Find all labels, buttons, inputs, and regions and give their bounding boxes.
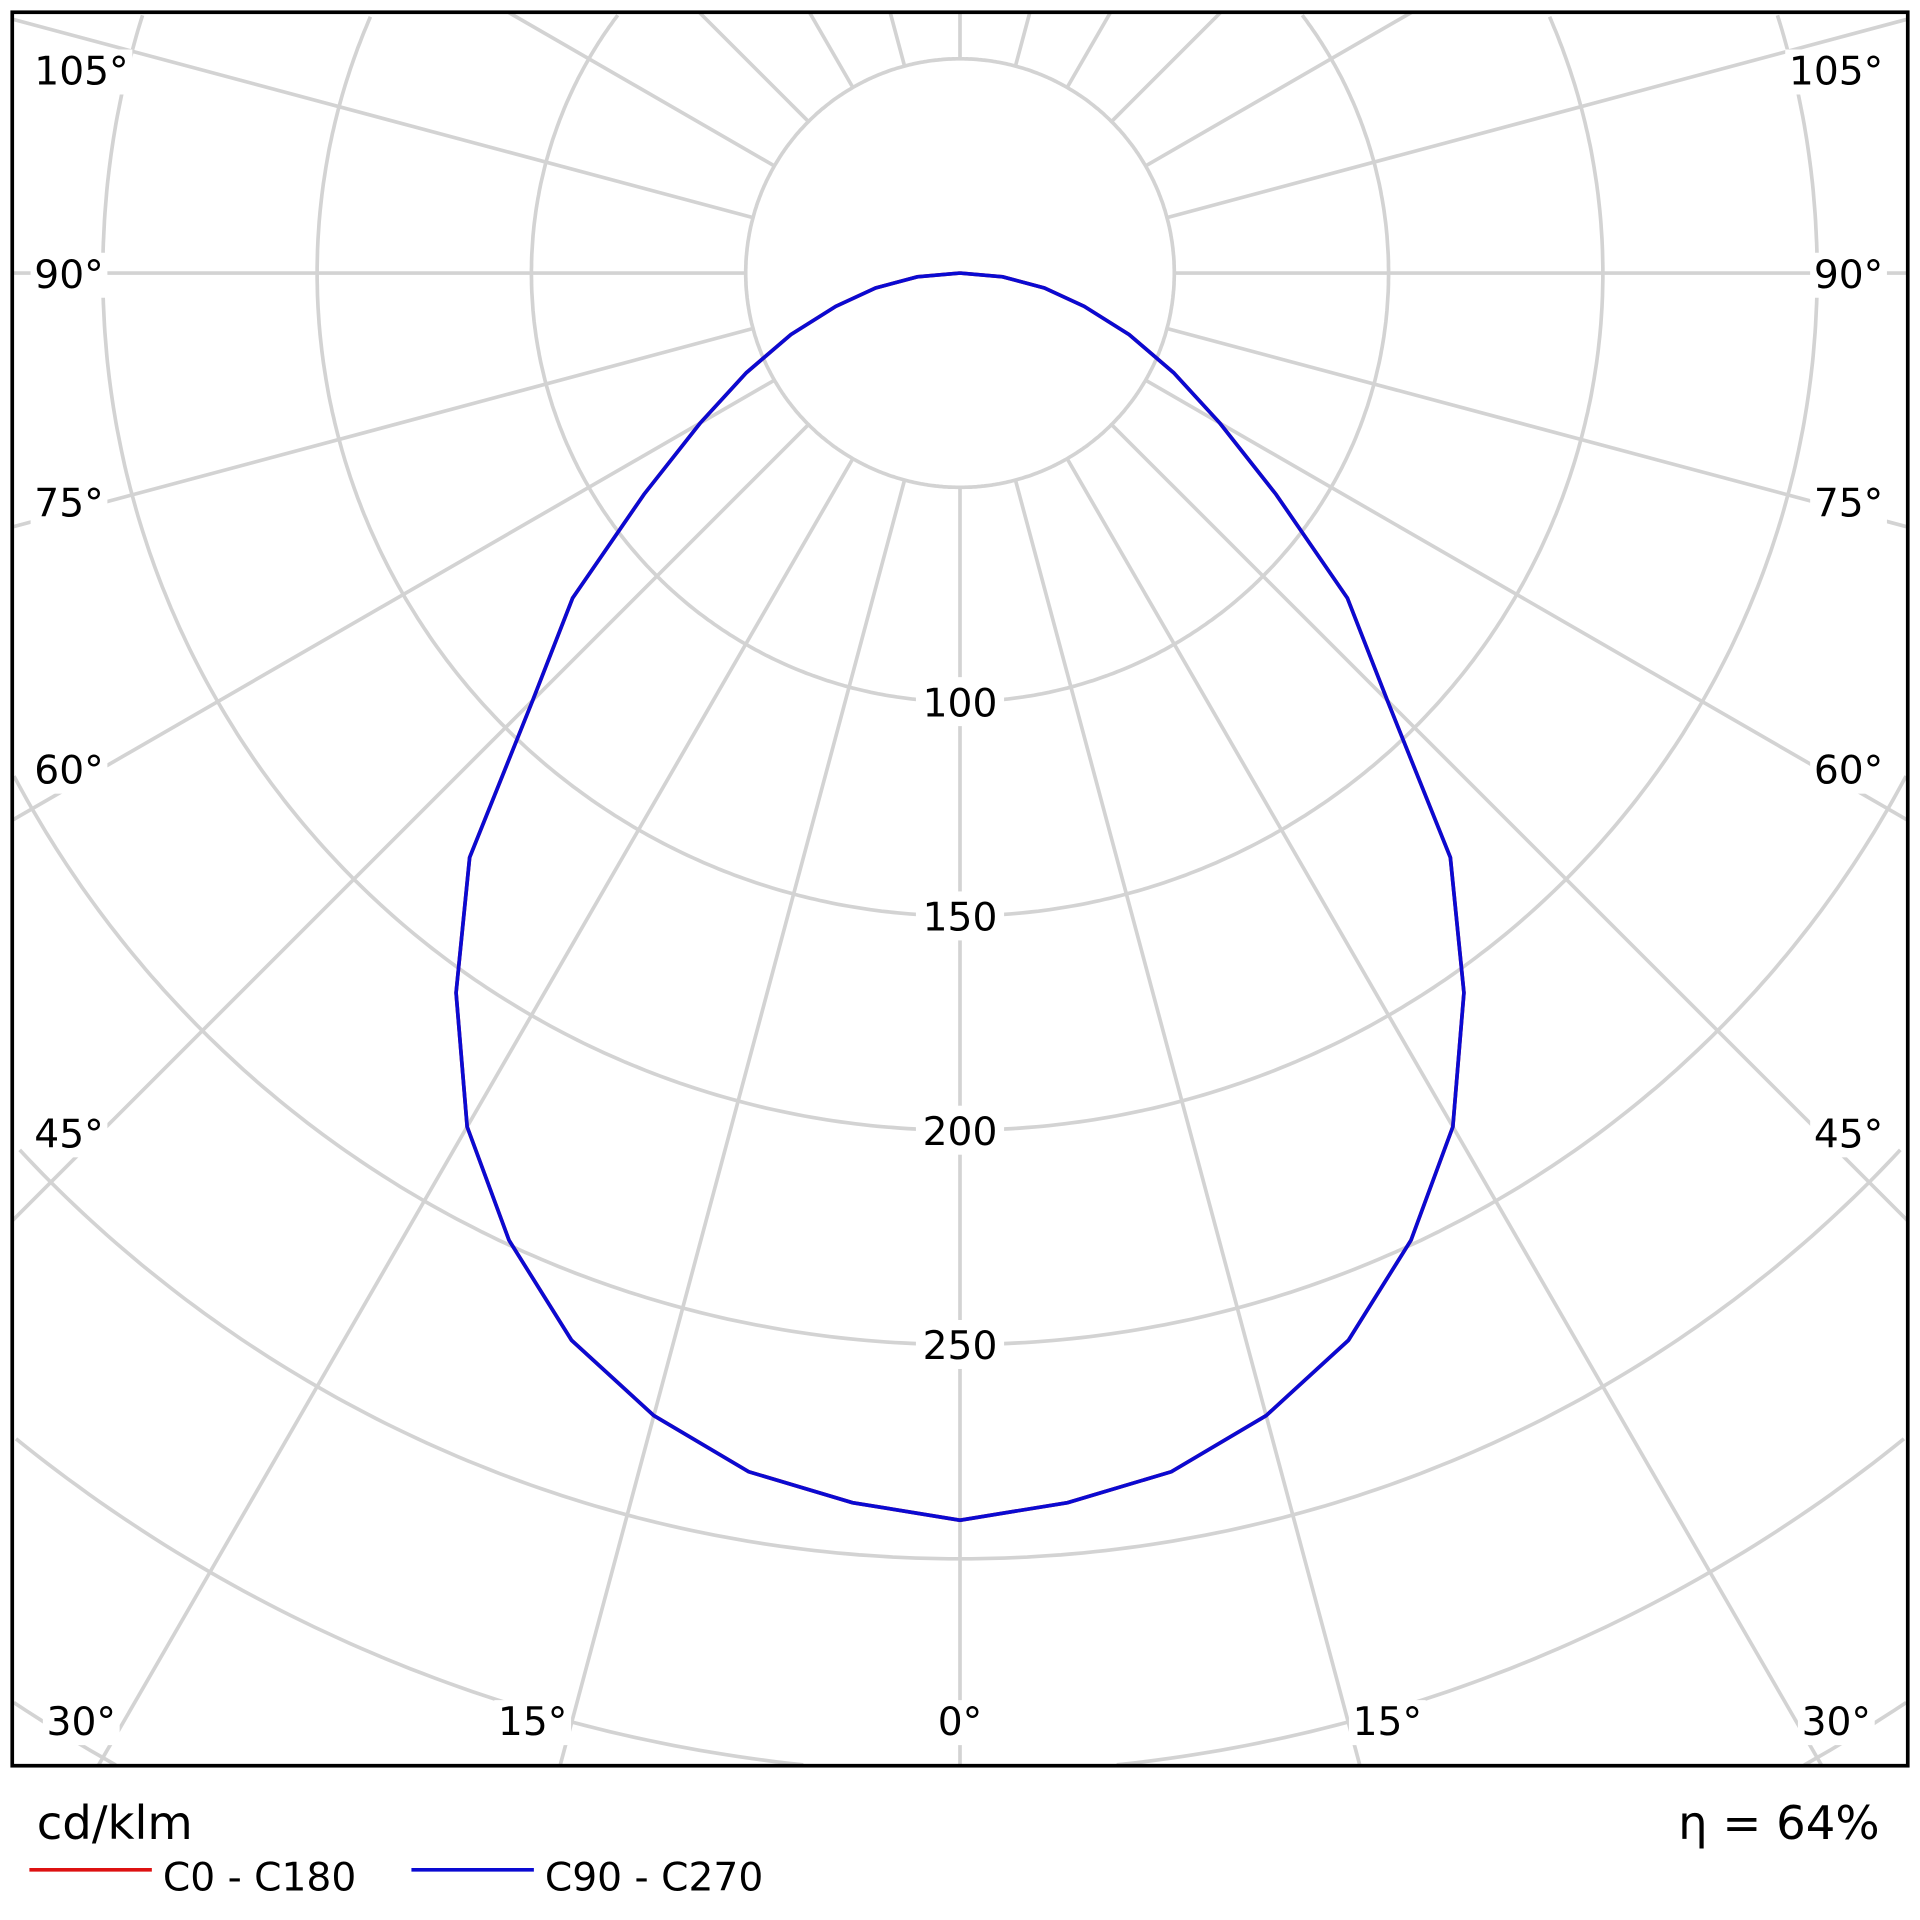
radial-gridline <box>558 479 907 1767</box>
angle-label-bg <box>30 1112 108 1158</box>
radial-gridline <box>11 378 776 822</box>
angle-label-bg <box>30 252 108 298</box>
angle-label-bg <box>1810 1112 1887 1158</box>
circle-gridline <box>743 56 1177 490</box>
angle-label: 15° <box>498 1700 567 1745</box>
angle-label-bg <box>1810 748 1887 794</box>
legend-label-c90: C90 - C270 <box>545 1856 763 1901</box>
radial-gridline <box>1065 457 1824 1767</box>
angle-label-bg <box>1348 1700 1426 1746</box>
angle-label: 45° <box>34 1112 103 1157</box>
angle-label-bg <box>1810 252 1887 298</box>
angle-label: 60° <box>34 749 103 794</box>
radial-gridline <box>888 11 907 67</box>
angle-label: 105° <box>34 49 128 94</box>
radial-tick-label: 200 <box>923 1110 998 1155</box>
angle-label-bg <box>30 49 133 95</box>
angle-label: 90° <box>34 253 103 298</box>
radial-gridline <box>1166 326 1909 529</box>
angle-label: 0° <box>938 1700 983 1745</box>
angle-label-bg <box>30 748 108 794</box>
angle-label: 30° <box>47 1700 116 1745</box>
radial-gridline <box>1144 378 1909 822</box>
angle-label-bg <box>42 1700 120 1746</box>
angle-label: 90° <box>1814 253 1883 298</box>
radial-gridline <box>10 423 810 1223</box>
curves <box>454 271 1466 1523</box>
angle-label: 75° <box>1814 482 1883 527</box>
circle-gridline <box>14 1437 804 1767</box>
radial-label-bg <box>915 891 1005 941</box>
angle-label-bg <box>494 1700 572 1746</box>
radial-label-bg <box>915 1105 1005 1155</box>
efficiency-label: η = 64% <box>1678 1796 1879 1850</box>
angle-label-bg <box>1810 481 1887 527</box>
radial-label-bg <box>915 677 1005 727</box>
radial-gridline <box>1013 11 1032 67</box>
circle-gridline <box>18 1148 1902 1561</box>
series-line-c90-c270 <box>454 271 1466 1523</box>
radial-label-bg <box>915 1320 1005 1369</box>
angle-label-bg <box>934 1700 986 1746</box>
angle-label-bg <box>1785 49 1887 95</box>
circle-gridline <box>1116 1437 1906 1767</box>
angle-label: 45° <box>1814 1112 1883 1157</box>
radial-gridline <box>507 10 776 168</box>
legend-label-c0: C0 - C180 <box>163 1856 356 1901</box>
radial-gridline <box>1166 17 1909 220</box>
legend: C0 - C180 C90 - C270 <box>29 1856 763 1901</box>
plot-frame <box>10 10 1910 1768</box>
radial-tick-label: 250 <box>923 1324 998 1369</box>
angle-label-bg <box>30 481 108 527</box>
radial-gridline <box>697 10 810 123</box>
radial-tick-label: 100 <box>923 681 998 726</box>
radial-tick-labels: 100 150 200 250 <box>915 677 1005 1369</box>
radial-gridline <box>1013 479 1362 1767</box>
unit-label: cd/klm <box>37 1796 193 1850</box>
radial-gridline <box>11 326 754 529</box>
radial-gridline <box>11 17 754 220</box>
radial-tick-label: 150 <box>923 896 998 941</box>
radial-gridline <box>1065 11 1113 89</box>
polar-grid <box>10 10 1910 1767</box>
radial-gridline <box>1144 10 1413 168</box>
angle-label: 75° <box>34 482 103 527</box>
angle-label: 105° <box>1789 49 1883 94</box>
angle-labels: 105° 90° 75° 60° 45° 30° 105° 90° 75° 60° 45° 30° 15… <box>30 49 1887 1746</box>
angle-label: 15° <box>1353 1700 1422 1745</box>
radial-gridline <box>1110 423 1910 1223</box>
angle-label-bg <box>1797 1700 1875 1746</box>
angle-label: 60° <box>1814 749 1883 794</box>
radial-gridline <box>1110 10 1223 123</box>
radial-gridline <box>807 11 855 89</box>
angle-label: 30° <box>1802 1700 1871 1745</box>
radial-gridline <box>96 457 855 1767</box>
